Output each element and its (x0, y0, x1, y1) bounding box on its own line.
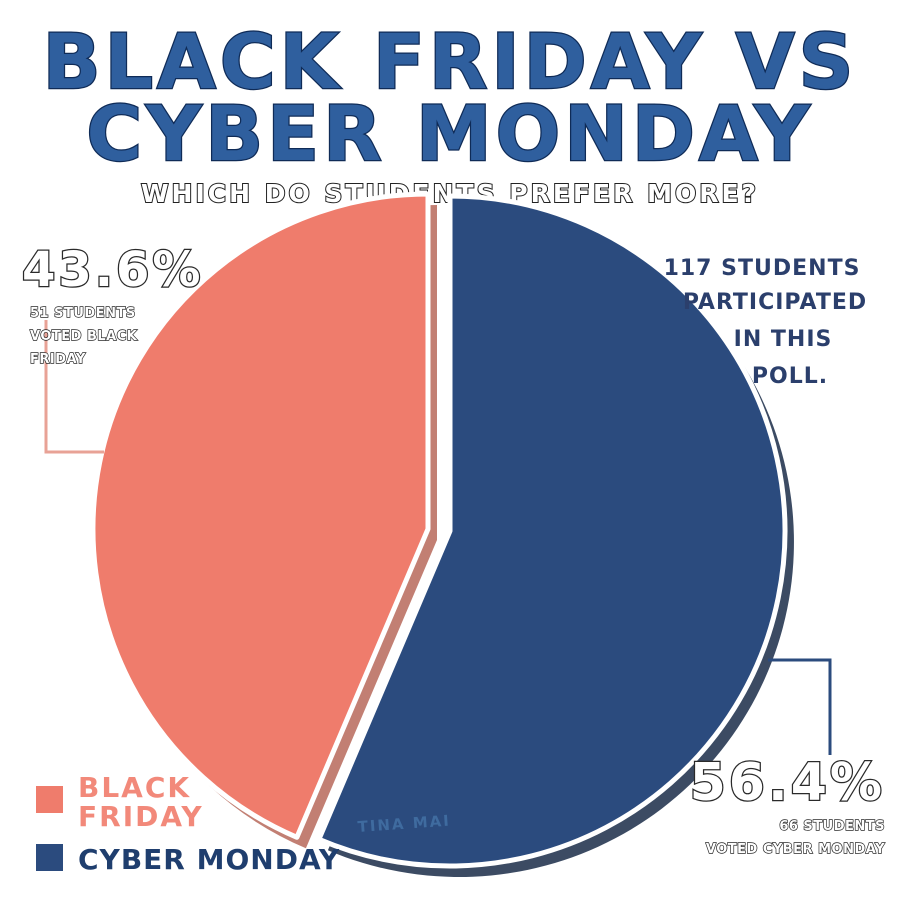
pie-slice-black-friday (90, 191, 431, 840)
black-friday-note-line-3: FRIDAY (30, 352, 86, 367)
chart-title-line-2: CYBER MONDAY (86, 89, 813, 178)
cyber-monday-note-line-2: VOTED CYBER MONDAY (706, 842, 885, 857)
legend-label-black-friday-line-2: FRIDAY (78, 800, 204, 833)
cyber-monday-leader-line (768, 658, 832, 755)
pie-slice-cyber-monday (316, 193, 788, 869)
participation-note-line-2: PARTICIPATED (683, 290, 867, 315)
black-friday-note-line-1: 51 STUDENTS (30, 306, 136, 321)
black-friday-note-line-2: VOTED BLACK (30, 329, 138, 344)
cyber-monday-note-line-1: 66 STUDENTS (779, 819, 885, 834)
legend-label-cyber-monday: CYBER MONDAY (78, 843, 340, 876)
legend-swatch-cyber-monday (36, 844, 63, 871)
chart-title-line-1: BLACK FRIDAY VS (43, 17, 858, 106)
legend-swatch-black-friday (36, 786, 63, 813)
participation-note-line-3: IN THIS (734, 327, 833, 352)
participation-note-line-1: 117 STUDENTS (664, 256, 861, 281)
legend-label-black-friday-line-1: BLACK (78, 771, 191, 804)
chart-subtitle: WHICH DO STUDENTS PREFER MORE? (141, 179, 759, 208)
participation-note-line-4: POLL. (752, 364, 828, 389)
legend: BLACK FRIDAY CYBER MONDAY (36, 771, 340, 876)
black-friday-leader-line (44, 320, 104, 454)
black-friday-percent-label: 43.6% (22, 242, 204, 298)
cyber-monday-percent-label: 56.4% (690, 753, 885, 813)
pie-slices (90, 191, 794, 877)
